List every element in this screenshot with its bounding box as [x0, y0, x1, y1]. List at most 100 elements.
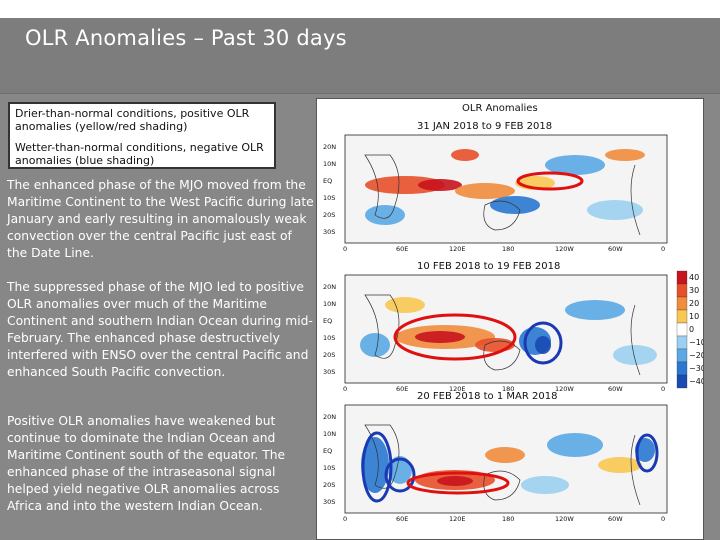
highlight-ellipse [523, 321, 563, 365]
lon-tick-label: 120W [555, 385, 574, 393]
lon-tick-label: 0 [343, 515, 347, 523]
highlight-ellipse [406, 471, 510, 495]
lat-tick-label: 10S [323, 194, 335, 202]
map-panel-2-period: 10 FEB 2018 to 19 FEB 2018 [417, 261, 560, 272]
lat-tick-label: 20S [323, 351, 335, 359]
olr-anomaly-patch [545, 155, 605, 175]
map-panel-1: 31 JAN 2018 to 9 FEB 2018 20N 10N EQ 10S 20S 3… [323, 121, 668, 253]
colorbar-label: −30 [689, 364, 703, 373]
olr-anomaly-patch [547, 433, 603, 457]
olr-anomaly-patch [605, 149, 645, 161]
lon-tick-label: 120E [449, 515, 466, 523]
colorbar-label: 20 [689, 299, 699, 308]
legend-box: Drier-than-normal conditions, positive O… [8, 102, 276, 169]
colorbar-label: 0 [689, 325, 694, 334]
lat-tick-label: EQ [323, 177, 332, 185]
australia-coastline [483, 340, 521, 371]
lat-tick-label: 10N [323, 430, 336, 438]
olr-anomaly-patch [361, 437, 389, 493]
olr-anomaly-patch [365, 176, 445, 194]
lon-tick-label: 0 [343, 385, 347, 393]
olr-anomaly-patch [635, 438, 655, 462]
olr-anomaly-patch [521, 476, 569, 494]
lon-tick-label: 60E [396, 385, 408, 393]
lat-tick-label: 20S [323, 481, 335, 489]
slide-title: OLR Anomalies – Past 30 days [25, 26, 347, 50]
colorbar-swatch [676, 309, 688, 324]
colorbar-label: −10 [689, 338, 703, 347]
lon-tick-label: 0 [661, 515, 665, 523]
lat-tick-label: 10N [323, 160, 336, 168]
lat-tick-label: 30S [323, 228, 335, 236]
colorbar-swatch [676, 322, 688, 337]
olr-anomaly-patch [455, 183, 515, 199]
colorbar-swatch [676, 348, 688, 363]
lon-tick-label: 60W [608, 515, 623, 523]
olr-anomaly-patch [565, 300, 625, 320]
south-america-coastline [630, 304, 641, 376]
olr-anomaly-patch [490, 196, 540, 214]
olr-anomaly-patch [613, 345, 657, 365]
highlight-ellipse [516, 171, 584, 191]
highlight-ellipse [384, 457, 416, 493]
map-panel-3: 20 FEB 2018 to 1 MAR 2018 20N 10N EQ 10S 20S 3… [323, 391, 668, 523]
colorbar-swatch [676, 296, 688, 311]
lon-tick-label: 60W [608, 245, 623, 253]
slide-header: OLR Anomalies – Past 30 days [0, 18, 720, 94]
colorbar-swatch [676, 283, 688, 298]
colorbar-swatch [676, 361, 688, 376]
colorbar-label: 40 [689, 273, 699, 282]
colorbar-label: −20 [689, 351, 703, 360]
lat-tick-label: 20N [323, 283, 336, 291]
lon-tick-label: 60E [396, 245, 408, 253]
paragraph-1: The enhanced phase of the MJO moved from… [7, 178, 314, 260]
legend-wetter-text: Wetter-than-normal conditions, negative … [15, 141, 264, 167]
olr-anomaly-patch [535, 336, 551, 354]
lat-tick-label: 10N [323, 300, 336, 308]
lat-tick-label: 20N [323, 413, 336, 421]
lat-tick-label: 30S [323, 368, 335, 376]
lat-tick-label: 20N [323, 143, 336, 151]
australia-coastline [483, 200, 521, 231]
olr-anomaly-patch [598, 457, 642, 473]
olr-anomaly-patch [587, 200, 643, 220]
lon-tick-label: 180 [502, 385, 514, 393]
paragraph-2: The suppressed phase of the MJO led to p… [7, 280, 313, 379]
colorbar-swatch [676, 335, 688, 350]
colorbar-swatch [676, 270, 688, 285]
olr-anomaly-patch [451, 149, 479, 161]
map-panel-1-period: 31 JAN 2018 to 9 FEB 2018 [417, 121, 552, 132]
highlight-ellipse [393, 313, 517, 361]
olr-anomaly-patch [418, 179, 462, 191]
olr-anomaly-patch [388, 456, 412, 484]
lon-tick-label: 120E [449, 385, 466, 393]
legend-drier-text: Drier-than-normal conditions, positive O… [15, 107, 250, 133]
colorbar-label: −40 [689, 377, 703, 386]
lon-tick-label: 120E [449, 245, 466, 253]
olr-map-figure: OLR Anomalies 31 JAN 2018 to 9 FEB 2018 2… [316, 98, 704, 540]
lat-tick-label: EQ [323, 447, 332, 455]
highlight-ellipse [635, 433, 659, 473]
lat-tick-label: 10S [323, 334, 335, 342]
lon-tick-label: 0 [343, 245, 347, 253]
olr-maps-svg: OLR Anomalies 31 JAN 2018 to 9 FEB 2018 2… [323, 103, 703, 523]
olr-anomaly-patch [415, 331, 465, 343]
top-strip [0, 0, 720, 18]
lat-tick-label: 10S [323, 464, 335, 472]
africa-coastline [364, 294, 400, 359]
lon-tick-label: 0 [661, 245, 665, 253]
map-frame [344, 274, 668, 384]
lon-tick-label: 0 [661, 385, 665, 393]
olr-anomaly-patch [360, 333, 390, 357]
olr-anomaly-patch [365, 205, 405, 225]
colorbar-label: 10 [689, 312, 699, 321]
lon-tick-label: 180 [502, 245, 514, 253]
lat-tick-label: EQ [323, 317, 332, 325]
highlight-ellipse [361, 431, 393, 503]
colorbar-swatch [676, 374, 688, 389]
olr-anomaly-patch [437, 476, 473, 486]
paragraph-3: Positive OLR anomalies have weakened but… [7, 414, 286, 513]
lat-tick-label: 30S [323, 498, 335, 506]
south-america-coastline [630, 164, 641, 236]
lon-tick-label: 120W [555, 515, 574, 523]
